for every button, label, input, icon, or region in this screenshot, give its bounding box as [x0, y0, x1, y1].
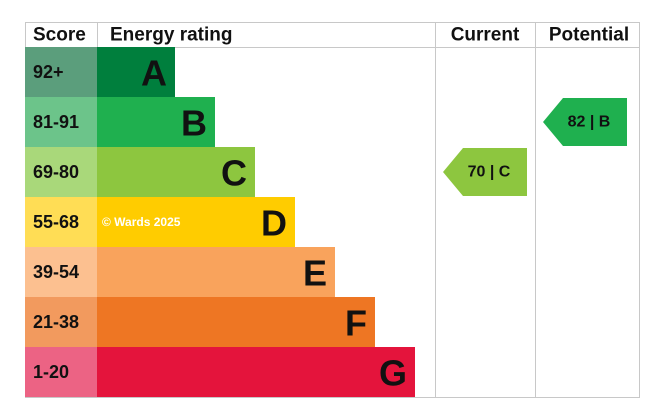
score-cell	[25, 197, 97, 247]
band-score: 39-54	[33, 262, 79, 282]
rating-arrow	[443, 148, 527, 196]
score-cell	[25, 247, 97, 297]
band-letter: C	[221, 153, 247, 194]
band-score: 69-80	[33, 162, 79, 182]
watermark: © Wards 2025	[102, 215, 181, 229]
header-potential: Potential	[549, 25, 629, 46]
band-letter: B	[181, 103, 207, 144]
score-cell	[25, 347, 97, 397]
band-letter: A	[141, 53, 167, 94]
band-letter: E	[303, 253, 327, 294]
score-cell	[25, 147, 97, 197]
band-bar	[97, 97, 215, 147]
band-letter: D	[261, 203, 287, 244]
band-bar	[97, 347, 415, 397]
header-rating: Energy rating	[110, 25, 232, 46]
band-score: 92+	[33, 62, 64, 82]
header-current: Current	[451, 25, 520, 46]
band-score: 1-20	[33, 362, 69, 382]
score-cell	[25, 97, 97, 147]
band-letter: F	[345, 303, 367, 344]
band-score: 81-91	[33, 112, 79, 132]
band-bar	[97, 197, 295, 247]
band-score: 21-38	[33, 312, 79, 332]
band-bar	[97, 297, 375, 347]
band-bar	[97, 47, 175, 97]
band-bar	[97, 247, 335, 297]
band-letter: G	[379, 353, 407, 394]
rating-arrow	[543, 98, 627, 146]
score-cell	[25, 297, 97, 347]
band-score: 55-68	[33, 212, 79, 232]
rating-label: 70 | C	[468, 164, 511, 181]
score-cell	[25, 47, 97, 97]
header-score: Score	[33, 25, 86, 46]
rating-label: 82 | B	[568, 114, 611, 131]
band-bar	[97, 147, 255, 197]
